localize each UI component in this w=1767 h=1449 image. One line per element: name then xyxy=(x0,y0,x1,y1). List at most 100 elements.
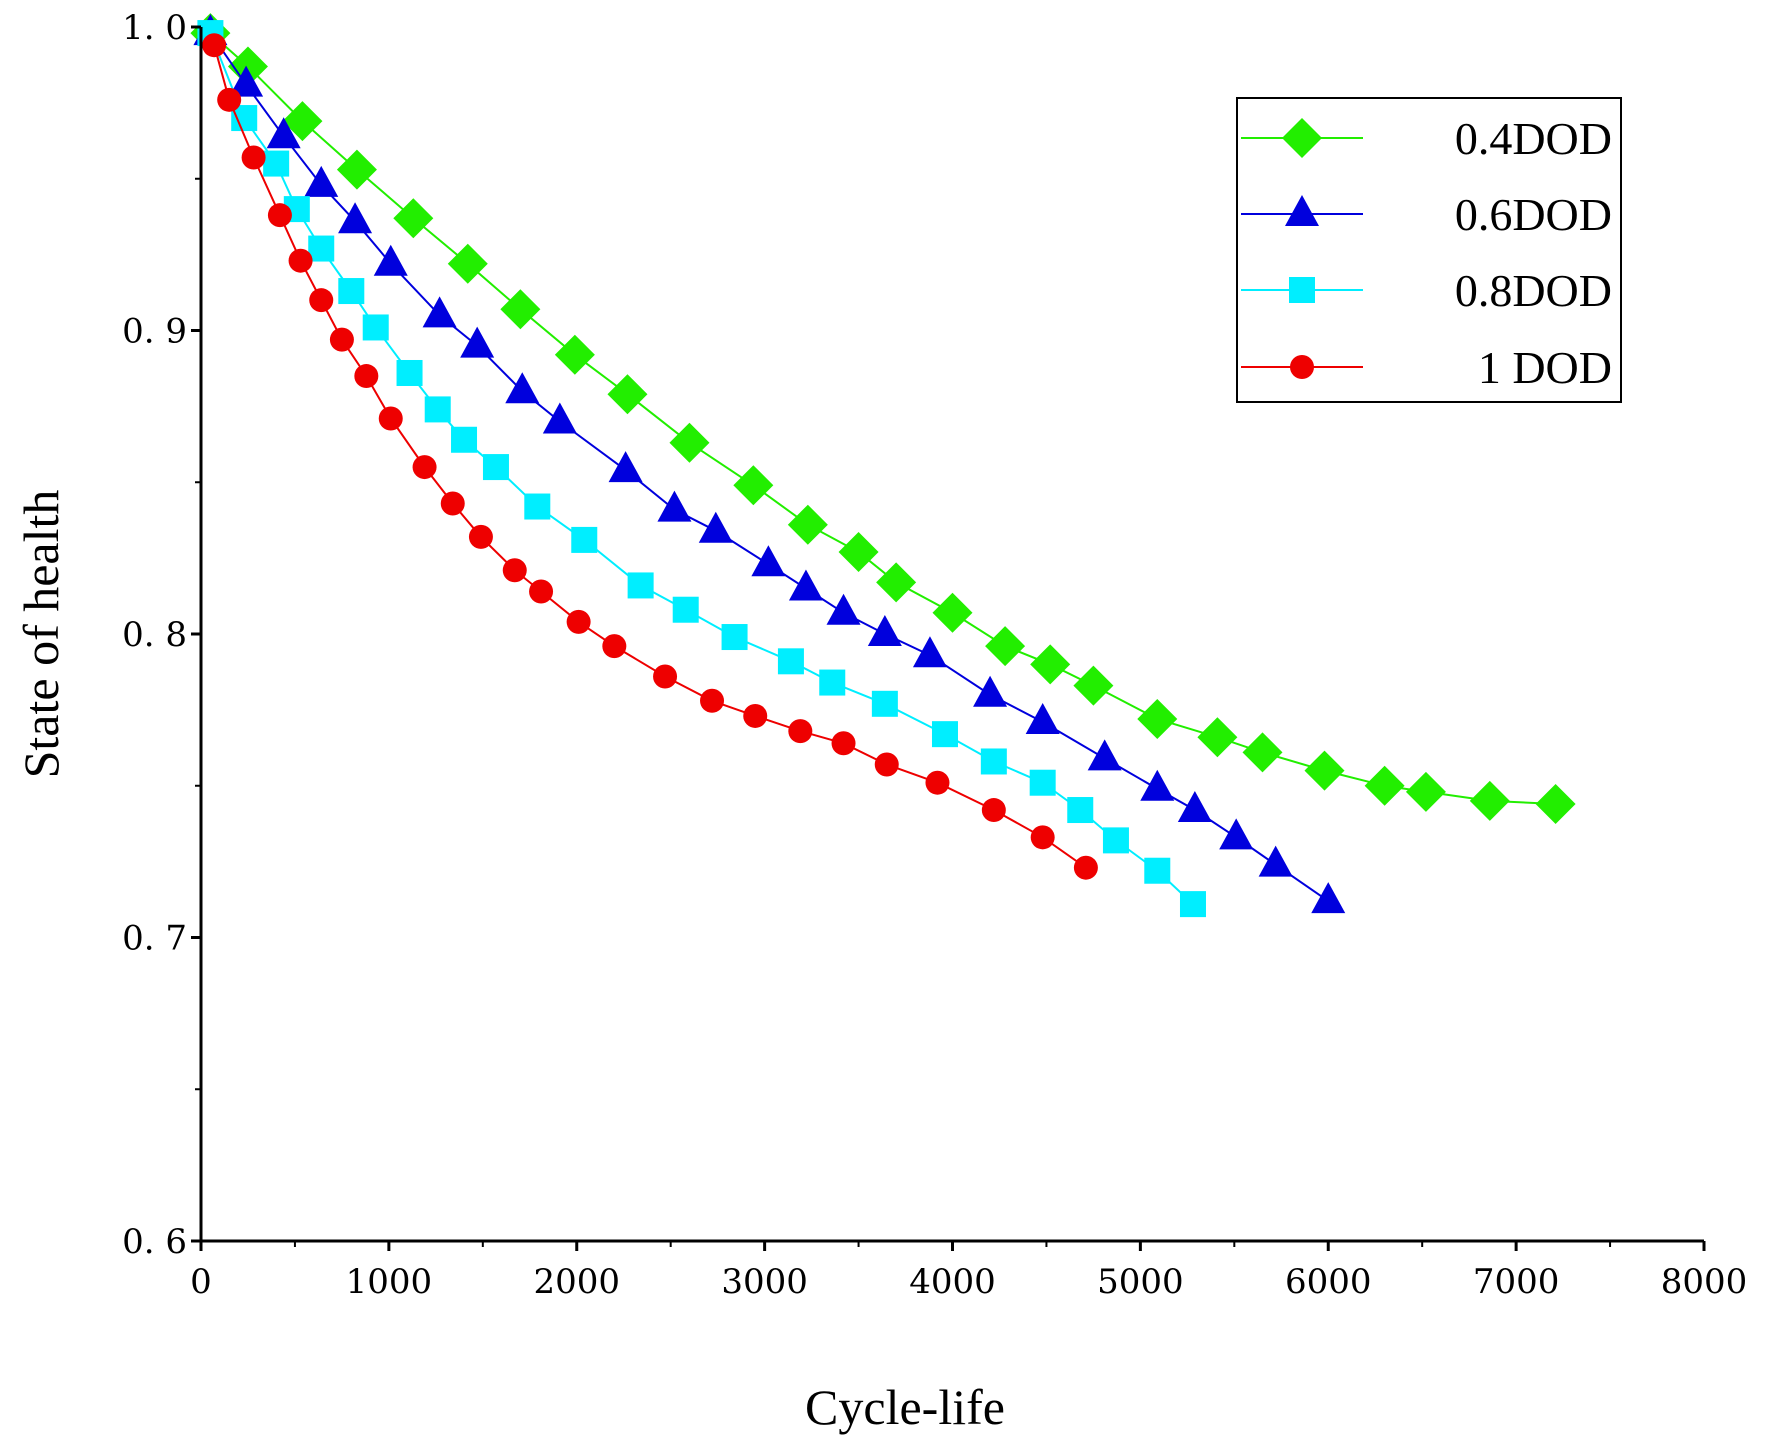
data-point-0-6dod xyxy=(542,402,577,434)
data-point-0-4dod xyxy=(876,562,917,603)
data-point-0-6dod xyxy=(1219,818,1254,850)
data-point-1-dod xyxy=(217,87,242,112)
data-point-0-8dod xyxy=(1029,769,1056,796)
data-point-0-4dod xyxy=(1405,771,1446,812)
legend-entry-1-dod: 1 DOD xyxy=(1241,342,1612,393)
data-point-1-dod xyxy=(831,731,856,756)
data-point-0-6dod xyxy=(608,451,643,483)
y-tick-label: 1. 0 xyxy=(122,8,187,48)
data-point-0-4dod xyxy=(1535,783,1576,824)
x-tick-label: 0 xyxy=(190,1262,212,1302)
data-point-0-6dod xyxy=(1087,739,1122,771)
x-tick-label: 2000 xyxy=(533,1262,620,1302)
data-point-1-dod xyxy=(788,719,813,744)
data-point-0-6dod xyxy=(266,117,301,149)
data-point-1-dod xyxy=(378,406,403,431)
legend-label: 1 DOD xyxy=(1478,342,1612,393)
data-point-0-8dod xyxy=(338,278,365,305)
data-point-0-8dod xyxy=(424,396,451,423)
data-point-0-4dod xyxy=(1469,780,1510,821)
x-tick-label: 3000 xyxy=(721,1262,808,1302)
data-point-0-4dod xyxy=(1364,765,1405,806)
data-point-0-8dod xyxy=(819,669,846,696)
legend-label: 0.6DOD xyxy=(1455,189,1612,240)
x-axis-title: Cycle-life xyxy=(805,1379,1005,1435)
x-tick-label: 1000 xyxy=(346,1262,433,1302)
data-point-1-dod xyxy=(468,524,493,549)
data-point-0-6dod xyxy=(1311,882,1346,914)
data-point-1-dod xyxy=(440,491,465,516)
y-tick-label: 0. 6 xyxy=(122,1222,187,1262)
data-point-0-4dod xyxy=(447,243,488,284)
data-point-0-8dod xyxy=(672,596,699,623)
data-point-0-8dod xyxy=(571,526,598,553)
data-point-0-4dod xyxy=(932,592,973,633)
data-point-0-6dod xyxy=(751,545,786,577)
data-point-1-dod xyxy=(412,455,437,480)
data-point-0-6dod xyxy=(422,296,457,328)
series-0-4dod xyxy=(190,13,1576,824)
series-0-8dod xyxy=(197,20,1206,918)
data-point-0-8dod xyxy=(362,314,389,341)
data-point-0-6dod xyxy=(973,675,1008,707)
data-point-0-4dod xyxy=(985,626,1026,667)
series-line-0-6dod xyxy=(209,32,1329,902)
data-point-0-8dod xyxy=(308,235,335,262)
data-point-0-8dod xyxy=(777,648,804,675)
legend-swatch-marker xyxy=(1289,277,1315,303)
data-point-0-4dod xyxy=(282,101,323,142)
legend-entry-0-8dod: 0.8DOD xyxy=(1241,265,1612,316)
legend-label: 0.4DOD xyxy=(1455,113,1612,164)
data-point-0-8dod xyxy=(871,690,898,717)
data-point-0-8dod xyxy=(1067,797,1094,824)
data-point-0-6dod xyxy=(826,593,861,625)
series-1-dod xyxy=(202,33,1098,880)
data-point-0-4dod xyxy=(1197,717,1238,758)
data-point-1-dod xyxy=(925,770,950,795)
data-point-0-4dod xyxy=(733,465,774,506)
x-ticks: 0 1000 2000 3000 4000 5000 6000 7000 8000 xyxy=(190,1241,1747,1302)
data-point-0-6dod xyxy=(373,244,408,276)
data-point-0-6dod xyxy=(304,165,339,197)
legend-swatch-marker xyxy=(1285,195,1319,226)
x-tick-label: 5000 xyxy=(1097,1262,1184,1302)
data-point-0-4dod xyxy=(787,504,828,545)
data-point-0-6dod xyxy=(505,372,540,404)
data-point-1-dod xyxy=(743,703,768,728)
data-point-1-dod xyxy=(309,288,334,313)
data-point-0-4dod xyxy=(336,149,377,190)
y-axis-title: State of health xyxy=(13,490,69,779)
data-point-0-6dod xyxy=(460,326,495,358)
data-point-1-dod xyxy=(700,688,725,713)
data-point-1-dod xyxy=(874,752,899,777)
data-point-0-4dod xyxy=(607,374,648,415)
data-point-1-dod xyxy=(1073,855,1098,880)
data-point-0-4dod xyxy=(1304,750,1345,791)
data-point-0-6dod xyxy=(1140,769,1175,801)
data-point-0-4dod xyxy=(1073,665,1114,706)
data-point-1-dod xyxy=(502,558,527,583)
legend-swatch-marker xyxy=(1290,355,1314,379)
data-point-1-dod xyxy=(354,364,379,389)
y-tick-label: 0. 7 xyxy=(122,919,187,959)
data-point-0-4dod xyxy=(838,532,879,573)
data-point-0-6dod xyxy=(657,490,692,522)
data-point-1-dod xyxy=(267,203,292,228)
data-point-0-8dod xyxy=(721,624,748,651)
data-point-0-4dod xyxy=(1030,644,1071,685)
data-point-0-8dod xyxy=(1179,891,1206,918)
data-point-0-6dod xyxy=(1025,703,1060,735)
y-ticks: 0. 6 0. 7 0. 8 0. 9 1. 0 xyxy=(122,8,201,1262)
data-point-0-6dod xyxy=(698,511,733,543)
series-0-6dod xyxy=(193,14,1346,914)
data-point-0-6dod xyxy=(338,202,373,234)
series-layer xyxy=(190,13,1576,918)
data-point-1-dod xyxy=(529,579,554,604)
data-point-0-8dod xyxy=(263,150,290,177)
data-point-0-6dod xyxy=(788,569,823,601)
data-point-0-4dod xyxy=(1242,732,1283,773)
data-point-1-dod xyxy=(1030,825,1055,850)
data-point-1-dod xyxy=(202,33,227,58)
data-point-1-dod xyxy=(602,634,627,659)
